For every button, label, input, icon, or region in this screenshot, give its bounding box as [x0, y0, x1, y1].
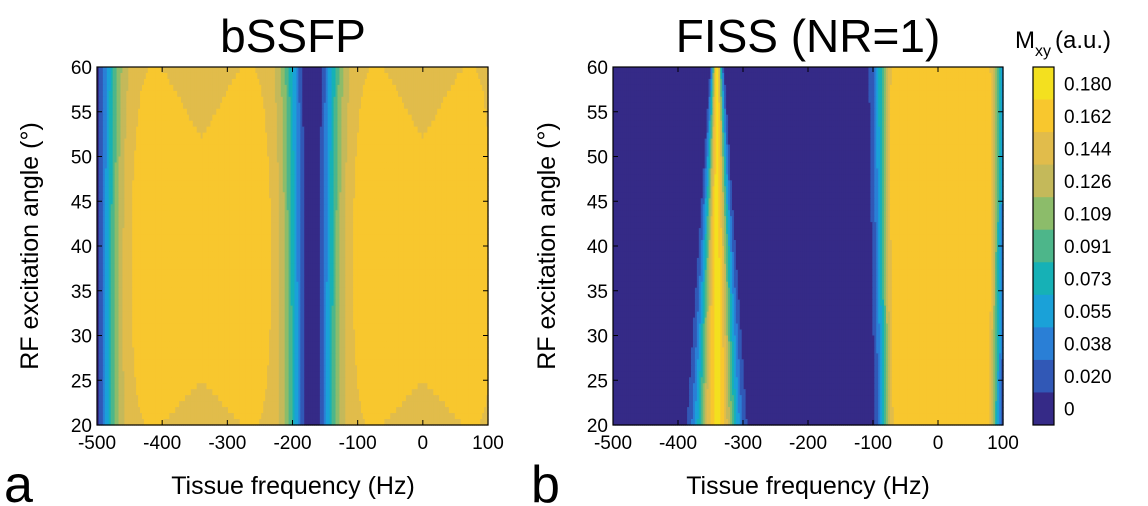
- panel-a: bSSFP -500 -400 -300 -200 -100 0 100 202530354…: [4, 10, 504, 506]
- panel-a-plot-area: [97, 67, 489, 426]
- panel-a-title: bSSFP: [220, 10, 366, 62]
